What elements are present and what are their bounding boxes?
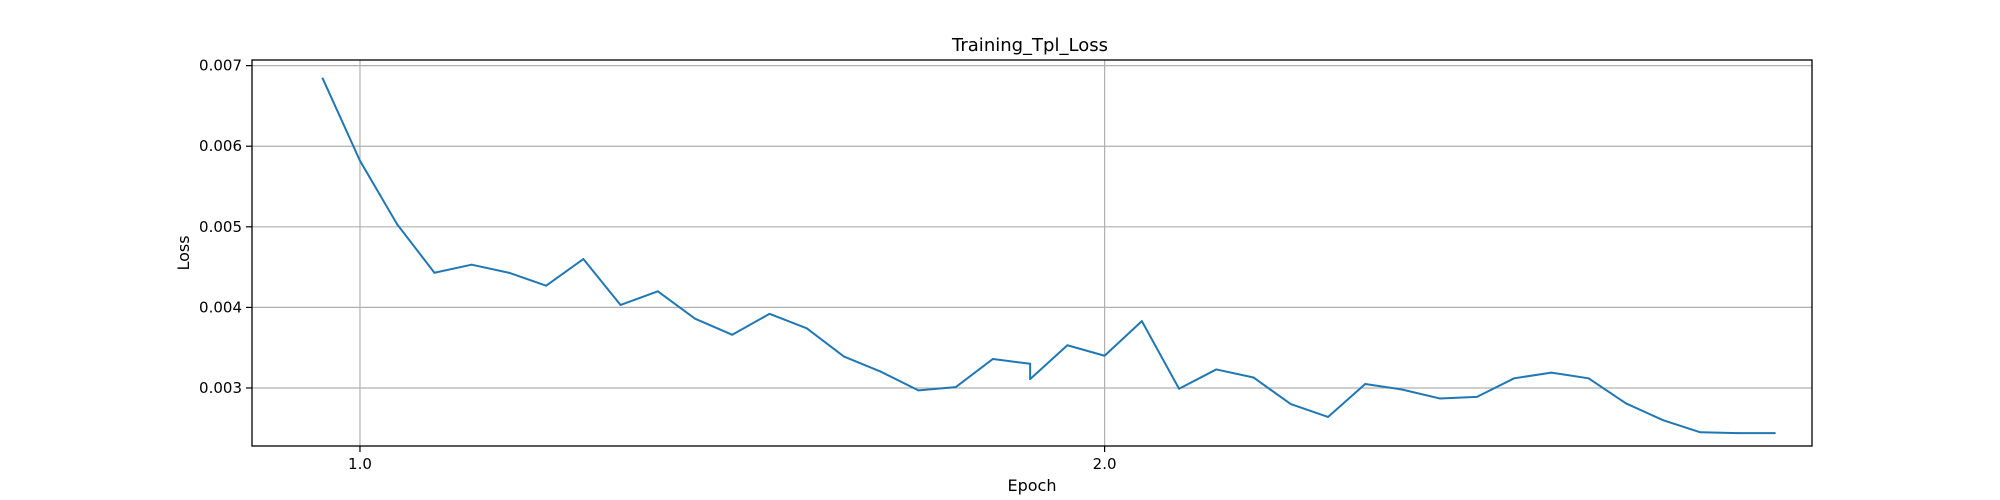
y-tick-label: 0.004 xyxy=(199,298,242,316)
data-point xyxy=(470,263,473,266)
data-point xyxy=(694,317,696,320)
chart-title: Training_Tpl_Loss xyxy=(951,35,1108,56)
data-point xyxy=(1029,362,1032,365)
data-point xyxy=(1327,416,1329,418)
data-point xyxy=(768,312,771,315)
data-point xyxy=(1662,419,1664,422)
data-point xyxy=(433,271,436,274)
x-tick-label: 2.0 xyxy=(1093,455,1117,473)
data-point xyxy=(1438,397,1441,400)
data-point xyxy=(656,290,659,293)
data-point xyxy=(619,304,622,306)
data-point xyxy=(1736,432,1739,435)
x-axis: 1.0 2.0 xyxy=(348,446,1117,473)
series-layer xyxy=(321,77,1776,435)
data-point xyxy=(954,386,957,389)
data-point xyxy=(396,223,399,226)
data-point xyxy=(545,284,548,287)
data-point xyxy=(1289,403,1292,405)
y-tick-label: 0.003 xyxy=(199,379,242,397)
x-axis-label: Epoch xyxy=(1008,476,1057,495)
data-point xyxy=(1773,432,1776,435)
data-point xyxy=(1178,387,1180,390)
plot-frame xyxy=(251,59,1813,447)
data-point xyxy=(731,333,734,336)
data-point xyxy=(1252,376,1255,379)
data-point xyxy=(1140,320,1143,322)
y-axis-label: Loss xyxy=(174,235,193,270)
data-point xyxy=(1699,431,1702,434)
data-point xyxy=(1215,368,1218,371)
y-tick-label: 0.005 xyxy=(199,218,242,236)
data-point xyxy=(843,355,845,358)
data-point xyxy=(1103,354,1106,357)
data-point xyxy=(1624,402,1627,405)
data-point xyxy=(1364,383,1367,385)
data-point xyxy=(1476,395,1478,398)
y-axis: 0.003 0.004 0.005 0.006 0.007 xyxy=(199,57,252,397)
data-point xyxy=(507,271,510,274)
data-point xyxy=(1513,377,1516,380)
data-point xyxy=(582,258,585,260)
data-point xyxy=(1029,378,1032,381)
x-tick-label: 1.0 xyxy=(348,455,372,473)
y-tick-label: 0.007 xyxy=(199,57,242,75)
y-tick-label: 0.006 xyxy=(199,137,242,155)
grid-lines xyxy=(252,60,1812,446)
data-point xyxy=(1066,344,1069,347)
data-point xyxy=(992,358,994,360)
data-point xyxy=(880,370,883,373)
data-point xyxy=(917,389,920,392)
data-point xyxy=(1587,377,1590,380)
data-point xyxy=(321,77,324,80)
data-point xyxy=(1550,371,1553,374)
data-point xyxy=(359,159,361,162)
data-point xyxy=(1401,388,1404,391)
data-point xyxy=(805,327,808,330)
